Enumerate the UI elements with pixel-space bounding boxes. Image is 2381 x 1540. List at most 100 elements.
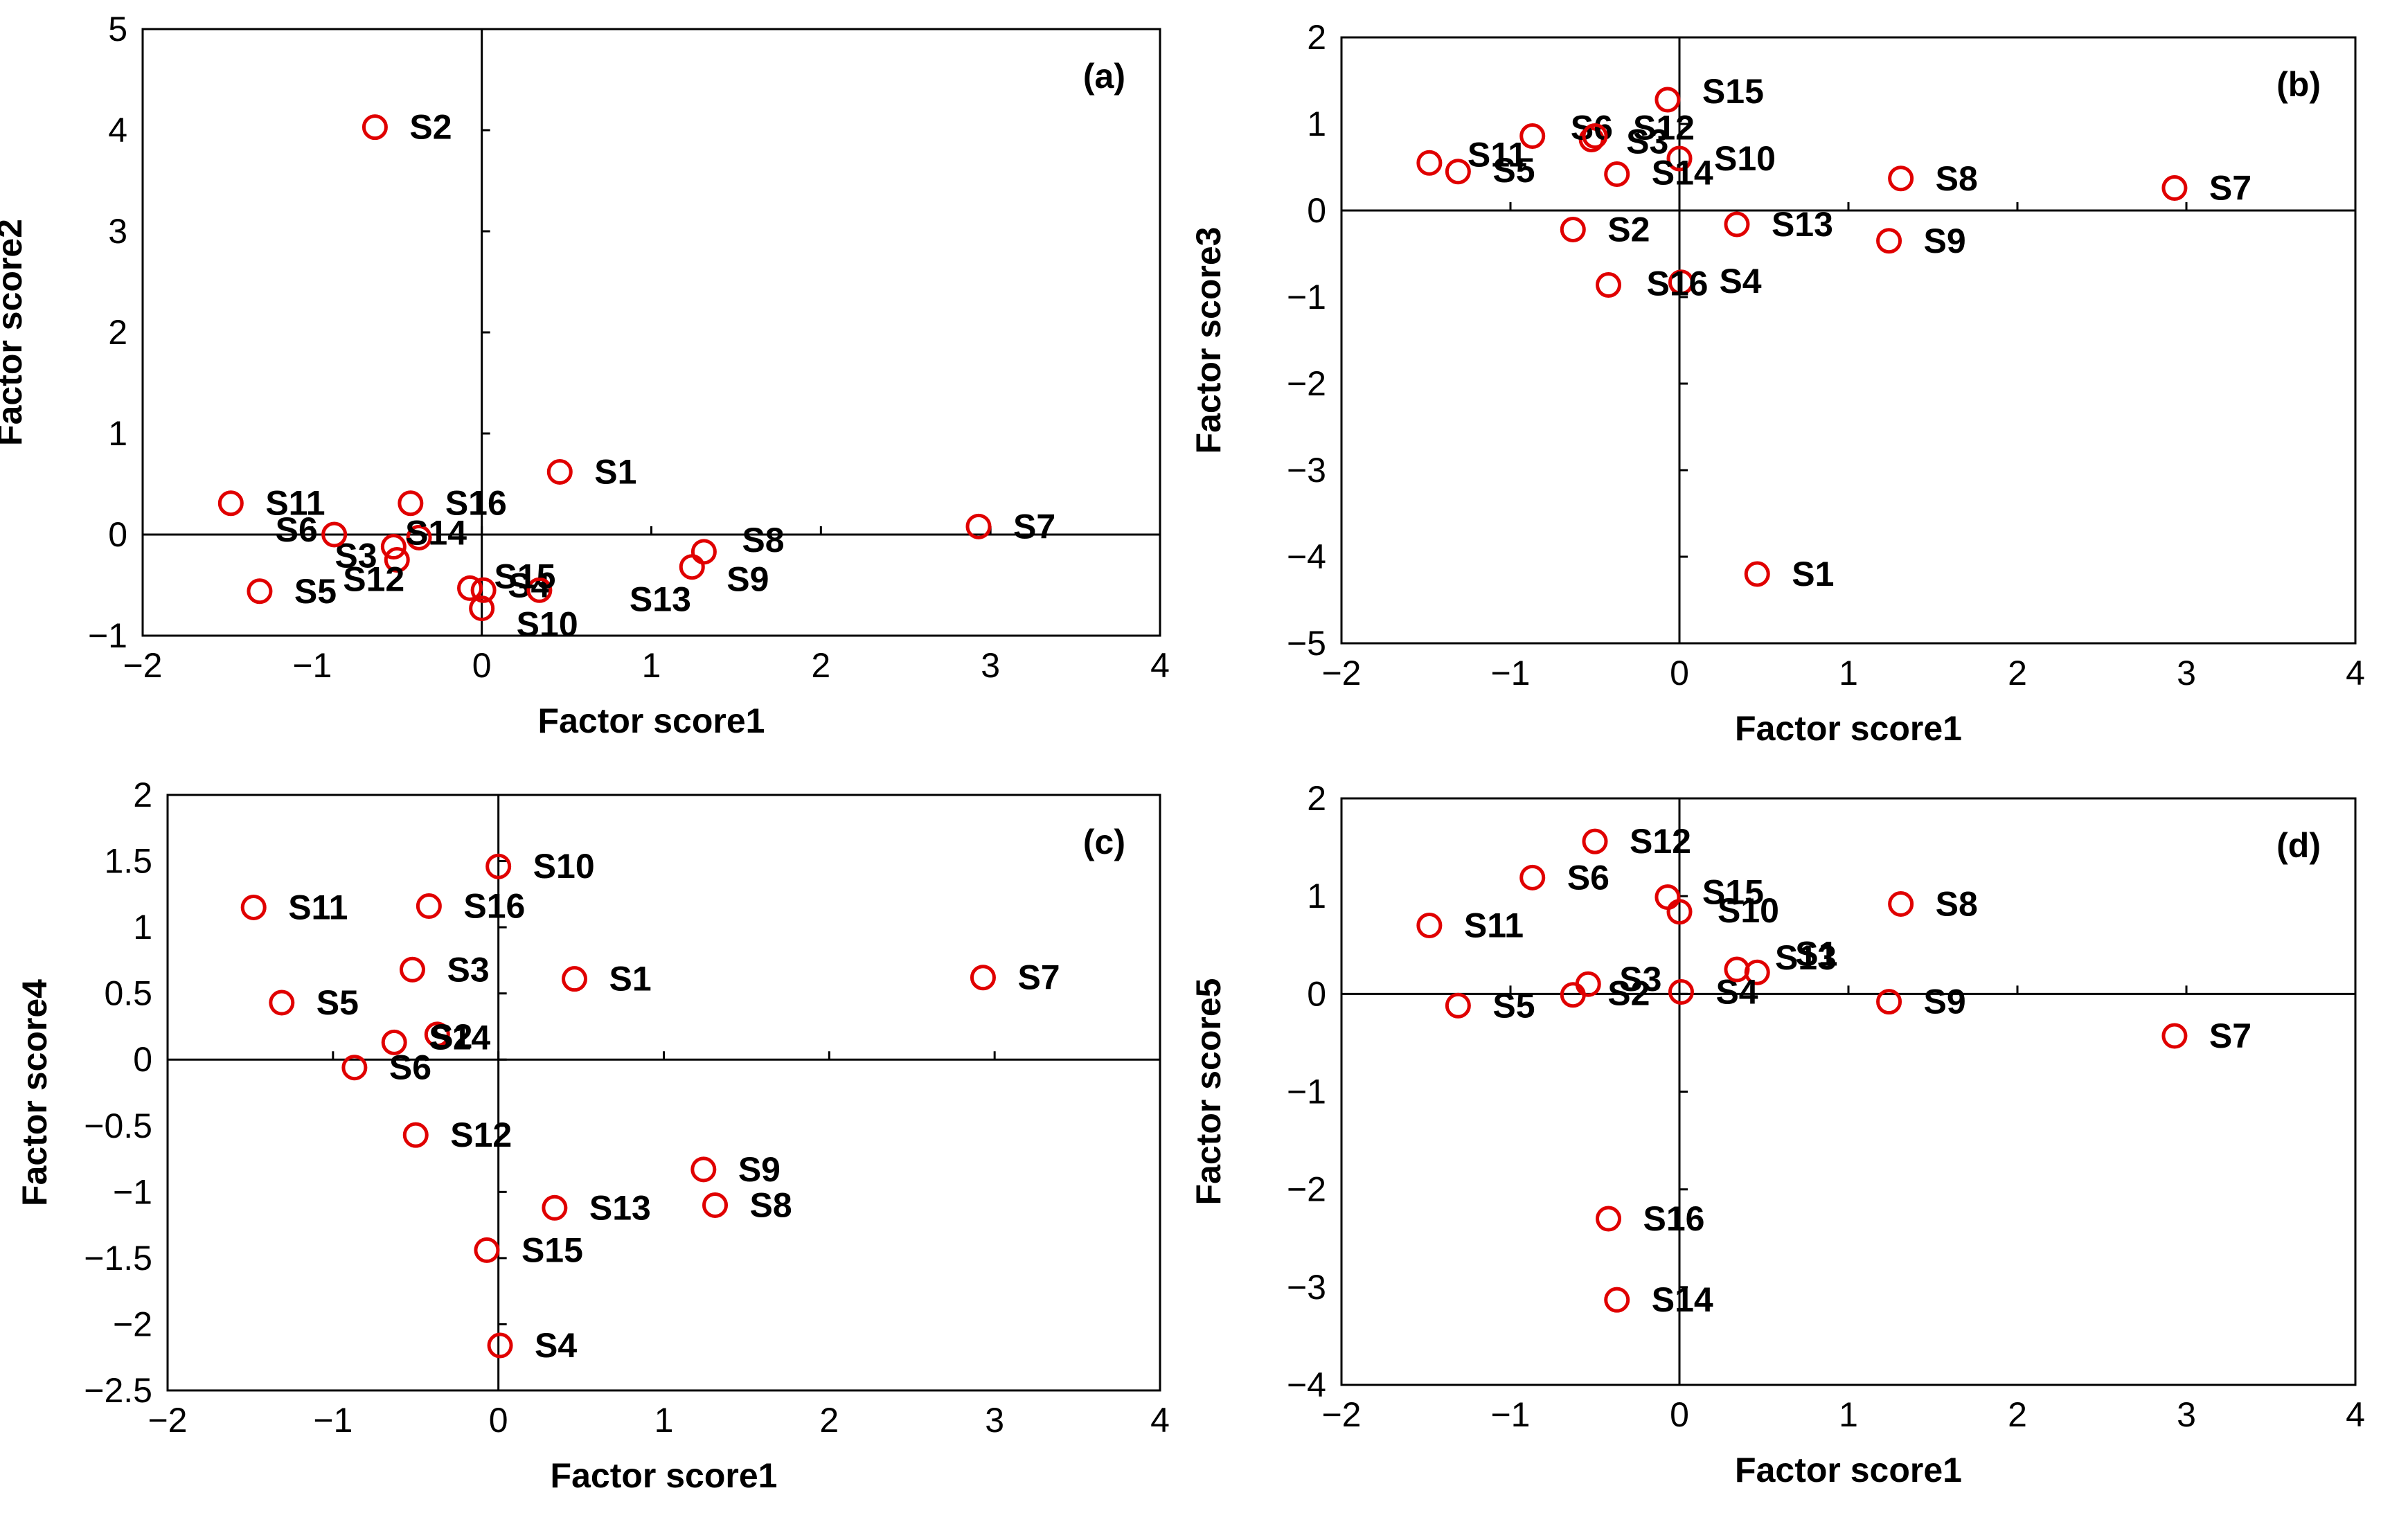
data-point-s11 (1416, 913, 1443, 939)
data-point-s9 (679, 554, 705, 580)
data-point-s6 (1519, 123, 1546, 149)
point-label-s3: S3 (1619, 960, 1661, 999)
data-point-s12 (384, 547, 410, 573)
data-point-s8 (1888, 890, 1914, 917)
data-point-s3 (1575, 971, 1601, 997)
point-label-s13: S13 (630, 580, 691, 618)
panel-label: (b) (2276, 65, 2321, 104)
data-point-s8 (1888, 165, 1914, 192)
y-axis-title: Factor score5 (1189, 978, 1228, 1206)
point-label-s1: S1 (1792, 555, 1834, 593)
x-tick-label: 0 (489, 1401, 508, 1440)
point-label-s4: S4 (1715, 973, 1758, 1012)
point-label-s9: S9 (726, 560, 769, 599)
x-tick-label: 3 (2177, 1395, 2196, 1434)
data-point-s15 (1655, 884, 1681, 911)
point-label-s13: S13 (1775, 938, 1837, 977)
point-label-s15: S15 (1702, 72, 1764, 111)
data-point-s2 (362, 114, 388, 141)
x-tick-label: 0 (1670, 1395, 1689, 1434)
x-axis-title: Factor score1 (1735, 1451, 1962, 1489)
data-point-s16 (1596, 1206, 1622, 1232)
point-label-s2: S2 (1607, 211, 1650, 249)
data-point-s15 (1655, 87, 1681, 113)
data-point-s15 (457, 575, 483, 601)
point-label-s2: S2 (430, 1017, 472, 1056)
data-point-s12 (1582, 123, 1608, 149)
point-label-s1: S1 (1795, 934, 1837, 973)
point-label-s6: S6 (276, 510, 318, 549)
point-label-s14: S14 (405, 513, 467, 552)
y-tick-label: 1.5 (104, 842, 152, 881)
y-tick-label: −3 (1287, 451, 1326, 490)
point-label-s11: S11 (1468, 135, 1527, 174)
point-label-s2: S2 (409, 108, 452, 147)
y-tick-label: −2 (1287, 1170, 1326, 1209)
y-axis-title: Factor score2 (0, 219, 29, 446)
data-point-s13 (542, 1194, 568, 1221)
data-point-s2 (1560, 217, 1586, 242)
data-point-s1 (546, 458, 573, 485)
panel-label: (d) (2276, 826, 2321, 865)
y-tick-label: −4 (1287, 1366, 1326, 1404)
data-point-s3 (380, 534, 407, 560)
x-tick-label: 2 (2008, 1395, 2027, 1434)
point-label-s12: S12 (343, 560, 404, 599)
data-point-s3 (399, 956, 425, 983)
y-tick-label: 1 (1307, 877, 1326, 915)
y-tick-label: −3 (1287, 1268, 1326, 1307)
data-point-s13 (1724, 956, 1750, 983)
data-point-s2 (424, 1021, 450, 1048)
point-label-s5: S5 (1492, 986, 1535, 1025)
data-point-s10 (469, 596, 495, 622)
point-label-s13: S13 (1772, 205, 1833, 244)
data-point-s6 (321, 521, 348, 548)
y-tick-label: −1 (88, 616, 127, 655)
data-point-s6 (1519, 864, 1546, 890)
data-point-s8 (702, 1192, 729, 1218)
x-tick-label: 1 (1839, 654, 1858, 692)
plot-frame (1340, 797, 2357, 1386)
x-tick-label: 0 (472, 646, 492, 685)
data-point-s10 (1666, 145, 1693, 172)
point-label-s10: S10 (1718, 891, 1779, 930)
data-point-s5 (1445, 992, 1471, 1019)
point-label-s11: S11 (265, 484, 325, 523)
data-point-s14 (406, 524, 432, 550)
y-tick-label: 1 (108, 414, 127, 453)
y-tick-label: 1 (1307, 105, 1326, 143)
point-label-s12: S12 (450, 1116, 512, 1154)
scatter-panel-d: −2 −1 0 1 2 3 4 −4 −3 −2 −1 0 1 2 Factor score1 Factor … (1189, 779, 2365, 1489)
x-tick-label: −1 (292, 646, 332, 685)
point-label-s5: S5 (294, 572, 337, 611)
x-tick-label: 2 (811, 646, 830, 685)
x-tick-label: 2 (2008, 654, 2027, 692)
x-tick-label: −2 (123, 646, 162, 685)
x-tick-label: −2 (148, 1401, 187, 1440)
data-point-s7 (970, 965, 996, 991)
panel-label: (c) (1083, 823, 1125, 861)
data-point-s11 (1416, 150, 1443, 176)
y-tick-label: 0 (1307, 191, 1326, 230)
y-tick-label: 1 (133, 908, 152, 947)
x-tick-label: 1 (654, 1401, 674, 1440)
point-label-s7: S7 (1013, 507, 1055, 546)
data-point-s13 (526, 577, 553, 603)
point-label-s7: S7 (1017, 958, 1060, 997)
data-point-s13 (1724, 211, 1750, 238)
data-point-s1 (1744, 561, 1770, 587)
y-axis-title: Factor score4 (15, 979, 54, 1206)
y-tick-label: −1 (113, 1172, 152, 1211)
point-label-s15: S15 (521, 1230, 583, 1269)
data-point-s14 (1604, 161, 1630, 187)
plot-frame (141, 28, 1161, 637)
y-tick-label: −0.5 (84, 1107, 152, 1145)
y-tick-label: −1.5 (84, 1239, 152, 1278)
y-tick-label: 0 (108, 515, 127, 554)
point-label-s3: S3 (1626, 123, 1668, 161)
point-label-s9: S9 (1924, 983, 1966, 1021)
y-tick-label: 0 (133, 1040, 152, 1079)
x-axis-title: Factor score1 (551, 1456, 778, 1495)
